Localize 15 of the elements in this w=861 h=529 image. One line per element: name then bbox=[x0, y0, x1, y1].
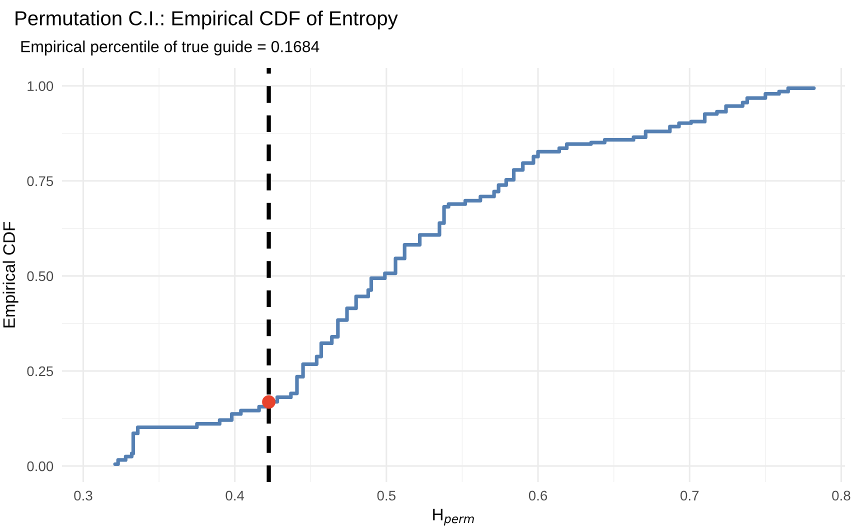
y-tick-label: 0.75 bbox=[27, 176, 54, 186]
chart-subtitle: Empirical percentile of true guide = 0.1684 bbox=[21, 40, 320, 56]
x-tick-label: 0.8 bbox=[832, 490, 850, 501]
x-tick-label: 0.4 bbox=[226, 490, 244, 501]
y-tick-label: 0.50 bbox=[27, 271, 54, 282]
x-tick-label: 0.6 bbox=[528, 490, 548, 501]
x-tick-label: 0.7 bbox=[680, 490, 699, 501]
x-tick-label: 0.3 bbox=[74, 490, 92, 501]
x-axis-title: H$_{perm}$ bbox=[433, 508, 474, 526]
y-tick-label: 1.00 bbox=[28, 81, 54, 92]
y-tick-label: 0.25 bbox=[27, 366, 54, 376]
chart-title: Permutation C.I.: Empirical CDF of Entropy bbox=[16, 10, 398, 30]
y-axis-title: Empirical CDF bbox=[2, 222, 18, 328]
x-tick-label: 0.5 bbox=[377, 490, 396, 501]
y-tick-label: 0.00 bbox=[27, 461, 54, 472]
